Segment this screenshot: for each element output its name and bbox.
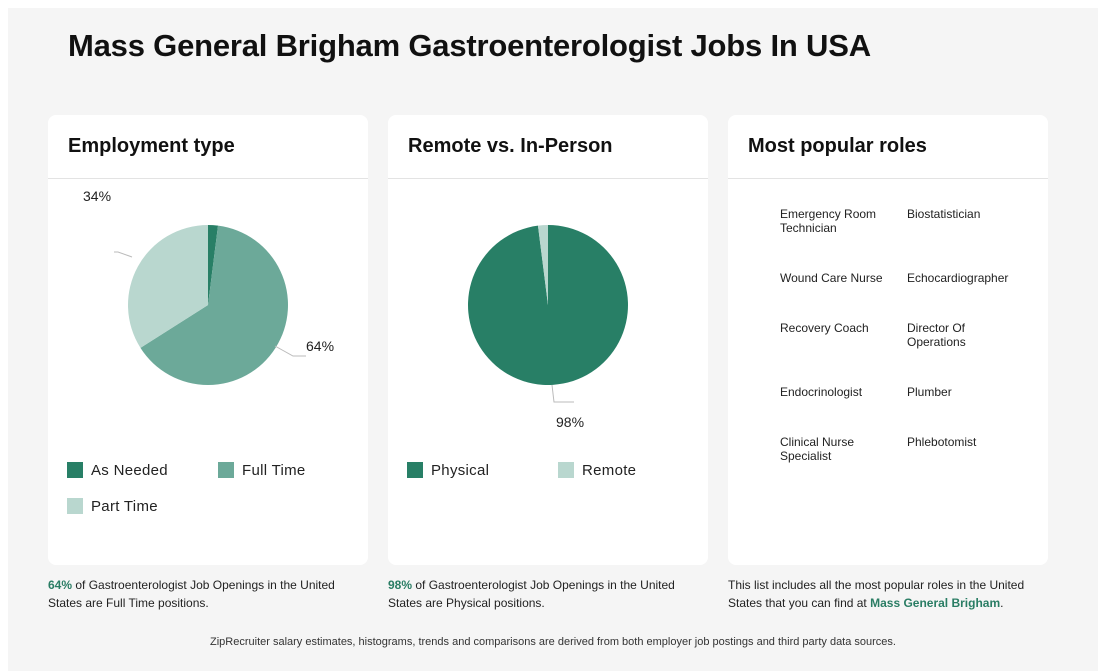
legend-swatch	[67, 462, 83, 478]
role-item[interactable]: Plumber	[907, 385, 952, 399]
employment-type-caption: 64% of Gastroenterologist Job Openings i…	[48, 576, 368, 612]
page-title: Mass General Brigham Gastroenterologist …	[68, 28, 871, 63]
popular-roles-heading: Most popular roles	[728, 115, 1048, 179]
caption-highlight: 64%	[48, 578, 73, 592]
caption-text: of Gastroenterologist Job Openings in th…	[48, 578, 335, 610]
legend-label: Physical	[431, 461, 490, 479]
pie-slice-as-needed	[208, 225, 219, 305]
legend-swatch	[558, 462, 574, 478]
remote-vs-in-person-pie-chart: 98%	[468, 225, 628, 430]
legend-item-part-time: Part Time	[67, 497, 158, 515]
footer-disclaimer: ZipRecruiter salary estimates, histogram…	[210, 636, 896, 648]
page: Mass General Brigham Gastroenterologist …	[8, 8, 1098, 671]
pie-slice-full-time	[140, 225, 288, 385]
legend-label: Part Time	[91, 497, 158, 515]
legend-item-remote: Remote	[558, 461, 636, 479]
role-item[interactable]: Director Of Operations	[907, 321, 966, 349]
legend-swatch	[407, 462, 423, 478]
caption-text: of Gastroenterologist Job Openings in th…	[388, 578, 675, 610]
role-item[interactable]: Wound Care Nurse	[780, 271, 883, 285]
legend-swatch	[67, 498, 83, 514]
role-item[interactable]: Endocrinologist	[780, 385, 863, 399]
legend-label: As Needed	[91, 461, 168, 479]
legend-label: Full Time	[242, 461, 306, 479]
remote-caption: 98% of Gastroenterologist Job Openings i…	[388, 576, 708, 612]
employment-type-pie-chart: 64% 34%	[83, 188, 334, 385]
legend-item-physical: Physical	[407, 461, 489, 479]
employment-type-heading: Employment type	[48, 115, 368, 179]
pie-data-label: 34%	[83, 188, 111, 204]
remote-vs-in-person-card: Remote vs. In-Person 98% Physical Remote	[388, 115, 708, 565]
caption-text: .	[1000, 596, 1004, 610]
data-label-leader-line	[274, 345, 306, 357]
legend-label: Remote	[582, 461, 637, 479]
caption-highlight: 98%	[388, 578, 413, 592]
remote-vs-in-person-heading: Remote vs. In-Person	[388, 115, 708, 179]
employer-link[interactable]: Mass General Brigham	[870, 596, 1001, 610]
pie-slice-remote	[537, 225, 548, 305]
pie-slice-part-time	[128, 225, 208, 348]
pie-data-label: 64%	[306, 338, 334, 354]
role-item[interactable]: Biostatistician	[907, 207, 981, 221]
role-item[interactable]: Echocardiographer	[907, 271, 1009, 285]
data-label-leader-line	[551, 384, 574, 403]
employment-type-card: Employment type 64% 34% As Needed Full Ti…	[48, 115, 368, 565]
data-label-leader-line	[114, 251, 133, 258]
role-item[interactable]: Clinical Nurse Specialist	[780, 435, 855, 463]
role-item[interactable]: Recovery Coach	[780, 321, 869, 335]
role-item[interactable]: Emergency Room Technician	[780, 207, 877, 235]
role-item[interactable]: Phlebotomist	[907, 435, 977, 449]
popular-roles-caption: This list includes all the most popular …	[728, 576, 1048, 612]
legend-item-full-time: Full Time	[218, 461, 306, 479]
pie-data-label: 98%	[556, 414, 584, 430]
legend-item-as-needed: As Needed	[67, 461, 168, 479]
legend-swatch	[218, 462, 234, 478]
popular-roles-card: Most popular roles Emergency Room Techni…	[728, 115, 1048, 565]
caption-text: This list includes all the most popular …	[728, 578, 1025, 610]
